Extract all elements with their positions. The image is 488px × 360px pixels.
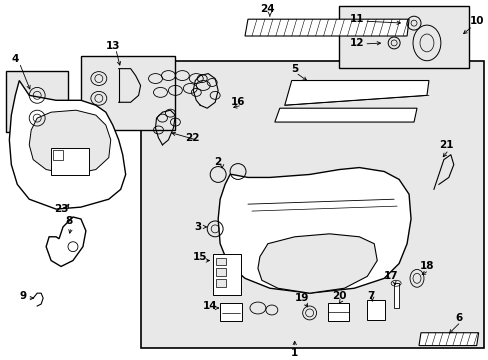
Polygon shape [46,217,86,266]
Polygon shape [218,167,410,293]
Bar [216,279,225,287]
Bar [366,300,385,320]
Bar [216,269,225,276]
Text: 22: 22 [184,133,199,143]
Polygon shape [393,283,398,308]
Bar [216,257,225,265]
Text: 18: 18 [419,261,433,271]
Text: 20: 20 [331,291,346,301]
Text: 8: 8 [65,216,73,226]
Text: 24: 24 [260,4,275,14]
Text: 7: 7 [367,291,374,301]
Bar [213,253,241,295]
Text: 2: 2 [214,157,222,167]
Text: 17: 17 [383,271,398,282]
Text: 16: 16 [230,97,245,107]
Text: 13: 13 [105,41,120,51]
Text: 10: 10 [468,16,483,26]
Text: 11: 11 [349,14,364,24]
Bar [81,56,175,130]
Text: 14: 14 [203,301,217,311]
Text: 12: 12 [349,38,364,48]
Polygon shape [9,81,125,209]
Text: 4: 4 [12,54,19,64]
Text: 15: 15 [193,252,207,262]
Bar [51,148,89,175]
Polygon shape [274,108,416,122]
Bar [53,150,63,159]
Text: 23: 23 [54,204,68,214]
Text: 3: 3 [194,222,202,232]
Text: 21: 21 [439,140,453,150]
Bar [6,71,68,132]
Bar [339,6,468,68]
Text: 5: 5 [290,64,298,74]
Text: 1: 1 [290,347,298,357]
Text: 6: 6 [454,313,462,323]
Polygon shape [244,19,408,36]
Bar [141,61,483,347]
Polygon shape [418,333,478,346]
Polygon shape [257,234,376,293]
Text: 9: 9 [20,291,27,301]
Text: 19: 19 [294,293,308,303]
Polygon shape [29,110,111,175]
Bar [220,303,242,321]
Bar [327,303,349,321]
Polygon shape [284,81,428,105]
